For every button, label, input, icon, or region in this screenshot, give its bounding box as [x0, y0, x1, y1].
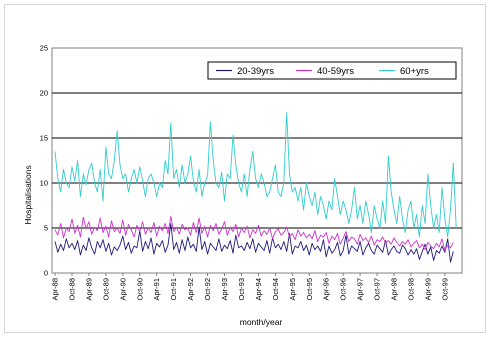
x-axis-ticks: Apr-88 Oct-88 Apr-89 Oct-89 Apr-90 Oct-90 Apr-…: [51, 273, 449, 301]
x-axis-label: month/year: [240, 317, 283, 327]
series-line-60+yrs: [54, 112, 457, 238]
x-tick-label: Oct-95: [305, 278, 314, 301]
x-tick-label: Apr-98: [390, 278, 399, 301]
series-line-40-59yrs: [54, 215, 454, 251]
x-tick-label: Oct-99: [440, 278, 449, 301]
plot-area: [51, 47, 463, 274]
x-tick-label: Apr-96: [322, 278, 331, 301]
x-tick-label: Apr-93: [220, 278, 229, 301]
y-tick-label: 20: [40, 89, 48, 98]
y-tick-label: 5: [44, 224, 48, 233]
legend-label: 40-59yrs: [317, 66, 354, 77]
legend-label: 20-39yrs: [237, 66, 274, 77]
x-tick-label: Apr-92: [186, 278, 195, 301]
y-tick-label: 15: [40, 134, 48, 143]
legend-label: 60+yrs: [400, 66, 429, 77]
x-tick-label: Oct-88: [68, 278, 77, 301]
x-tick-label: Apr-99: [423, 278, 432, 301]
x-tick-label: Apr-95: [288, 278, 297, 301]
x-tick-label: Oct-97: [373, 278, 382, 301]
y-tick-label: 10: [40, 179, 48, 188]
x-tick-label: Oct-90: [135, 278, 144, 301]
x-tick-label: Apr-94: [254, 278, 263, 301]
x-tick-label: Oct-94: [271, 278, 280, 301]
series-layer: [54, 112, 457, 263]
y-tick-label: 0: [44, 269, 48, 278]
y-axis-label: Hospitalisations: [23, 165, 33, 225]
x-tick-label: Apr-97: [356, 278, 365, 301]
legend: 20-39yrs 40-59yrs 60+yrs: [207, 61, 457, 80]
legend-box: [207, 61, 457, 80]
x-tick-label: Apr-88: [51, 278, 60, 301]
series-line-20-39yrs: [54, 223, 454, 263]
x-tick-label: Apr-91: [152, 278, 161, 301]
x-tick-label: Apr-89: [84, 278, 93, 301]
x-tick-label: Oct-96: [339, 278, 348, 301]
x-tick-label: Apr-90: [118, 278, 127, 301]
x-tick-label: Oct-89: [101, 278, 110, 301]
x-tick-label: Oct-93: [237, 278, 246, 301]
x-tick-label: Oct-92: [203, 278, 212, 301]
y-axis-ticks: 0 5 10 15 20 25: [40, 44, 48, 278]
x-tick-label: Oct-91: [169, 278, 178, 301]
y-tick-label: 25: [40, 44, 48, 53]
x-tick-label: Oct-98: [407, 278, 416, 301]
